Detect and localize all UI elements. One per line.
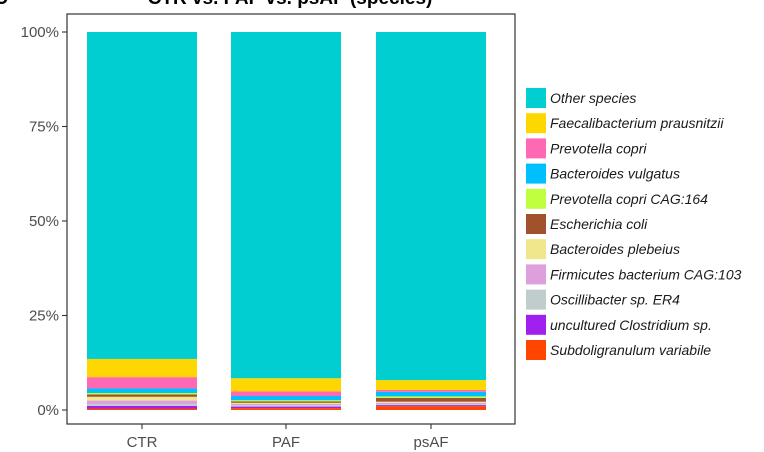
legend-label: Subdoligranulum variabile: [550, 342, 711, 358]
legend-label: Bacteroides plebeius: [550, 241, 680, 257]
legend-swatch: [526, 188, 546, 209]
legend-label: Other species: [550, 90, 636, 106]
legend-item-subdoligranulum-variabile: Subdoligranulum variabile: [526, 340, 711, 360]
y-tick-label: 100%: [21, 24, 59, 41]
bar-segment-oscillibacter-sp-er4: [376, 403, 486, 406]
bar-segment-escherichia-coli: [376, 397, 486, 402]
legend-label: Firmicutes bacterium CAG:103: [550, 266, 742, 282]
legend-label: Escherichia coli: [550, 216, 648, 232]
legend-label: Oscillibacter sp. ER4: [550, 292, 680, 308]
bar-segment-subdoligranulum-variabile: [87, 408, 197, 410]
bar-segment-firmicutes-bacterium-cag-103: [231, 403, 341, 406]
legend-item-oscillibacter-sp-er4: Oscillibacter sp. ER4: [526, 289, 680, 310]
bar-segment-prevotella-copri: [231, 391, 341, 397]
legend-swatch: [526, 340, 546, 360]
legend-item-bacteroides-vulgatus: Bacteroides vulgatus: [526, 163, 680, 184]
legend-label: Prevotella copri CAG:164: [550, 191, 708, 207]
bar-segment-faecalibacterium-prausnitzii: [376, 380, 486, 390]
bar-segment-subdoligranulum-variabile: [231, 408, 341, 410]
bar-segment-faecalibacterium-prausnitzii: [87, 358, 197, 378]
legend-swatch: [526, 314, 546, 335]
bar-segment-prevotella-copri-cag-164: [231, 400, 341, 402]
bar-segment-other-species: [87, 32, 197, 359]
legend-item-uncultured-clostridium-sp: uncultured Clostridium sp.: [526, 314, 712, 335]
bar-segment-bacteroides-vulgatus: [231, 396, 341, 401]
bar-segment-oscillibacter-sp-er4: [231, 405, 341, 407]
legend-swatch: [526, 88, 546, 108]
bar-segment-other-species: [231, 32, 341, 379]
bar-stack-psaf: [376, 32, 486, 410]
bar-segment-other-species: [376, 32, 486, 381]
x-tick-label: CTR: [127, 434, 158, 451]
legend-swatch: [526, 239, 546, 260]
bar-segment-uncultured-clostridium-sp: [87, 405, 197, 409]
legend-swatch: [526, 214, 546, 234]
legend-swatch: [526, 163, 546, 184]
bar-segment-firmicutes-bacterium-cag-103: [376, 402, 486, 404]
bar-segment-bacteroides-vulgatus: [87, 388, 197, 393]
legend-label: Bacteroides vulgatus: [550, 166, 680, 182]
legend-swatch: [526, 264, 546, 285]
y-tick-label: 25%: [29, 308, 59, 325]
bar-segment-oscillibacter-sp-er4: [87, 403, 197, 406]
legend-label: Faecalibacterium prausnitzii: [550, 115, 724, 131]
bar-segment-uncultured-clostridium-sp: [376, 405, 486, 407]
x-tick-label: psAF: [413, 434, 448, 451]
legend-swatch: [526, 113, 546, 134]
bar-segment-prevotella-copri-cag-164: [376, 396, 486, 398]
bar-segment-bacteroides-plebeius: [87, 396, 197, 401]
legend-swatch: [526, 289, 546, 310]
bar-segment-prevotella-copri: [87, 377, 197, 389]
legend-item-bacteroides-plebeius: Bacteroides plebeius: [526, 239, 680, 260]
legend-item-faecalibacterium-prausnitzii: Faecalibacterium prausnitzii: [526, 113, 724, 134]
bar-stack-paf: [231, 32, 341, 410]
bar-segment-faecalibacterium-prausnitzii: [231, 378, 341, 392]
legend-label: Prevotella copri: [550, 140, 647, 156]
legend-item-prevotella-copri-cag-164: Prevotella copri CAG:164: [526, 188, 708, 209]
legend-label: uncultured Clostridium sp.: [550, 317, 712, 333]
bar-segment-subdoligranulum-variabile: [376, 406, 486, 410]
chart-title: CTR vs. PAF vs. psAF (species): [148, 0, 433, 9]
bar-segment-firmicutes-bacterium-cag-103: [87, 400, 197, 404]
bar-segment-bacteroides-plebeius: [376, 401, 486, 403]
bar-segment-escherichia-coli: [231, 401, 341, 403]
bar-segment-uncultured-clostridium-sp: [231, 406, 341, 409]
bar-segment-bacteroides-plebeius: [231, 402, 341, 404]
bar-segment-bacteroides-vulgatus: [376, 391, 486, 397]
x-tick-label: PAF: [272, 434, 300, 451]
legend-item-escherichia-coli: Escherichia coli: [526, 214, 648, 234]
legend-item-other-species: Other species: [526, 88, 636, 108]
legend: Other species Faecalibacterium prausnitzi…: [526, 88, 742, 360]
legend-swatch: [526, 138, 546, 159]
y-tick-label: 50%: [29, 213, 59, 230]
bar-stack-ctr: [87, 32, 197, 410]
y-tick-label: 75%: [29, 119, 59, 136]
x-axis: CTR PAF psAF: [127, 424, 449, 451]
bar-segment-prevotella-copri: [376, 389, 486, 392]
bars-group: [87, 32, 486, 410]
legend-item-firmicutes-bacterium-cag-103: Firmicutes bacterium CAG:103: [526, 264, 742, 285]
legend-item-prevotella-copri: Prevotella copri: [526, 138, 647, 159]
bar-segment-prevotella-copri-cag-164: [87, 392, 197, 395]
bar-segment-escherichia-coli: [87, 394, 197, 397]
panel-label: C: [0, 0, 8, 9]
y-axis: 0% 25% 50% 75% 100%: [21, 24, 67, 419]
y-tick-label: 0%: [37, 402, 59, 419]
